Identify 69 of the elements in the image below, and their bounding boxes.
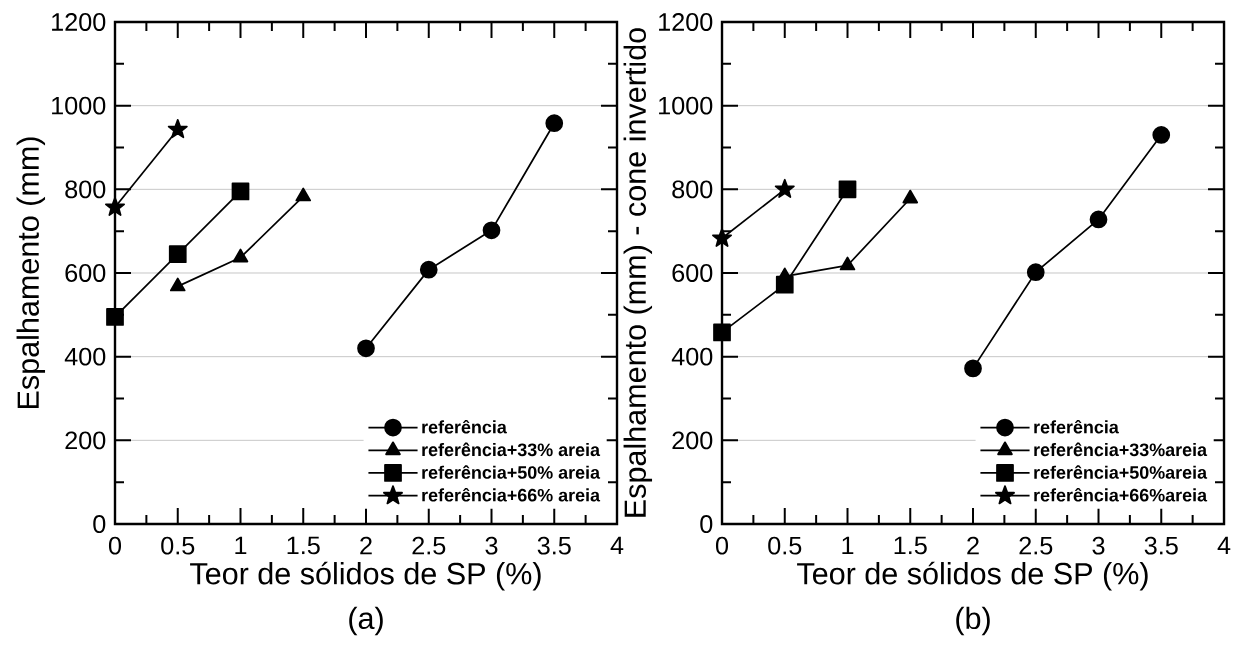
x-tick-label: 3.5 [1144,536,1178,555]
point [545,114,564,133]
y-tick-label: 0 [700,515,713,533]
legend-label: referência+50% areia [422,465,601,479]
y-tick-label: 600 [672,264,713,282]
x-tick-label: 0.5 [768,536,802,555]
point [902,189,919,204]
text: (a) [349,606,383,636]
legend-label: referência+33%areia [1034,442,1208,457]
text: (b) [956,606,990,636]
point [105,196,125,216]
y-tick-label: 800 [65,180,106,199]
point [1089,210,1108,229]
point [167,119,188,139]
x-tick-label: 2 [360,536,372,555]
x-axis-title: Teor de sólidos de SP (%) [190,561,541,591]
y-tick-label: 1000 [52,96,106,115]
point [232,248,249,263]
x-tick-label: 3 [1092,536,1105,555]
y-tick-label: 0 [93,515,106,533]
point [357,339,375,358]
point [838,180,857,199]
point [839,256,856,271]
x-tick-label: 1 [842,536,854,555]
x-tick-label: 1 [235,536,247,555]
x-axis-title: Teor de sólidos de SP (%) [797,561,1148,591]
point [964,359,982,378]
y-tick-label: 800 [672,180,713,199]
point [775,275,794,294]
point [231,182,250,201]
point [713,323,731,342]
y-tick-label: 400 [671,347,713,366]
point [1152,126,1171,144]
legend-label: referência [1034,419,1119,434]
x-tick-label: 0.5 [161,536,195,555]
point [419,260,438,279]
y-tick-label: 1000 [659,96,713,115]
x-tick-label: 0 [108,536,122,555]
point [712,227,733,247]
y-tick-label: 200 [672,431,713,450]
x-tick-label: 4 [610,536,624,555]
legend-label: referência+50%areia [1034,465,1208,479]
x-tick-label: 2.5 [1019,536,1053,555]
point [295,187,312,202]
x-tick-label: 3.5 [537,536,571,555]
point [482,221,501,240]
point [106,308,124,326]
x-tick-label: 2.5 [412,536,446,555]
y-axis-title: Espalhamento (mm) [16,137,46,409]
x-tick-label: 0 [715,536,729,555]
y-tick-label: 1200 [659,13,713,31]
legend-label: referência+66% areia [422,487,601,502]
x-tick-label: 4 [1217,536,1231,555]
x-tick-label: 1.5 [894,536,927,555]
legend-label: referência+66%areia [1034,487,1208,502]
y-tick-label: 1200 [52,13,106,31]
x-tick-label: 3 [485,536,498,555]
point [774,178,795,198]
y-tick-label: 400 [64,347,106,366]
y-axis-title: Espalhamento (mm) - cone invertido [623,28,653,517]
x-tick-label: 2 [967,536,979,555]
legend-label: referência+33% areia [422,442,601,457]
y-tick-label: 200 [65,431,106,450]
x-tick-label: 1.5 [287,536,320,555]
point [168,245,187,264]
legend-label: referência [422,419,507,434]
y-tick-label: 600 [65,264,106,282]
point [169,277,186,292]
point [1026,263,1045,282]
